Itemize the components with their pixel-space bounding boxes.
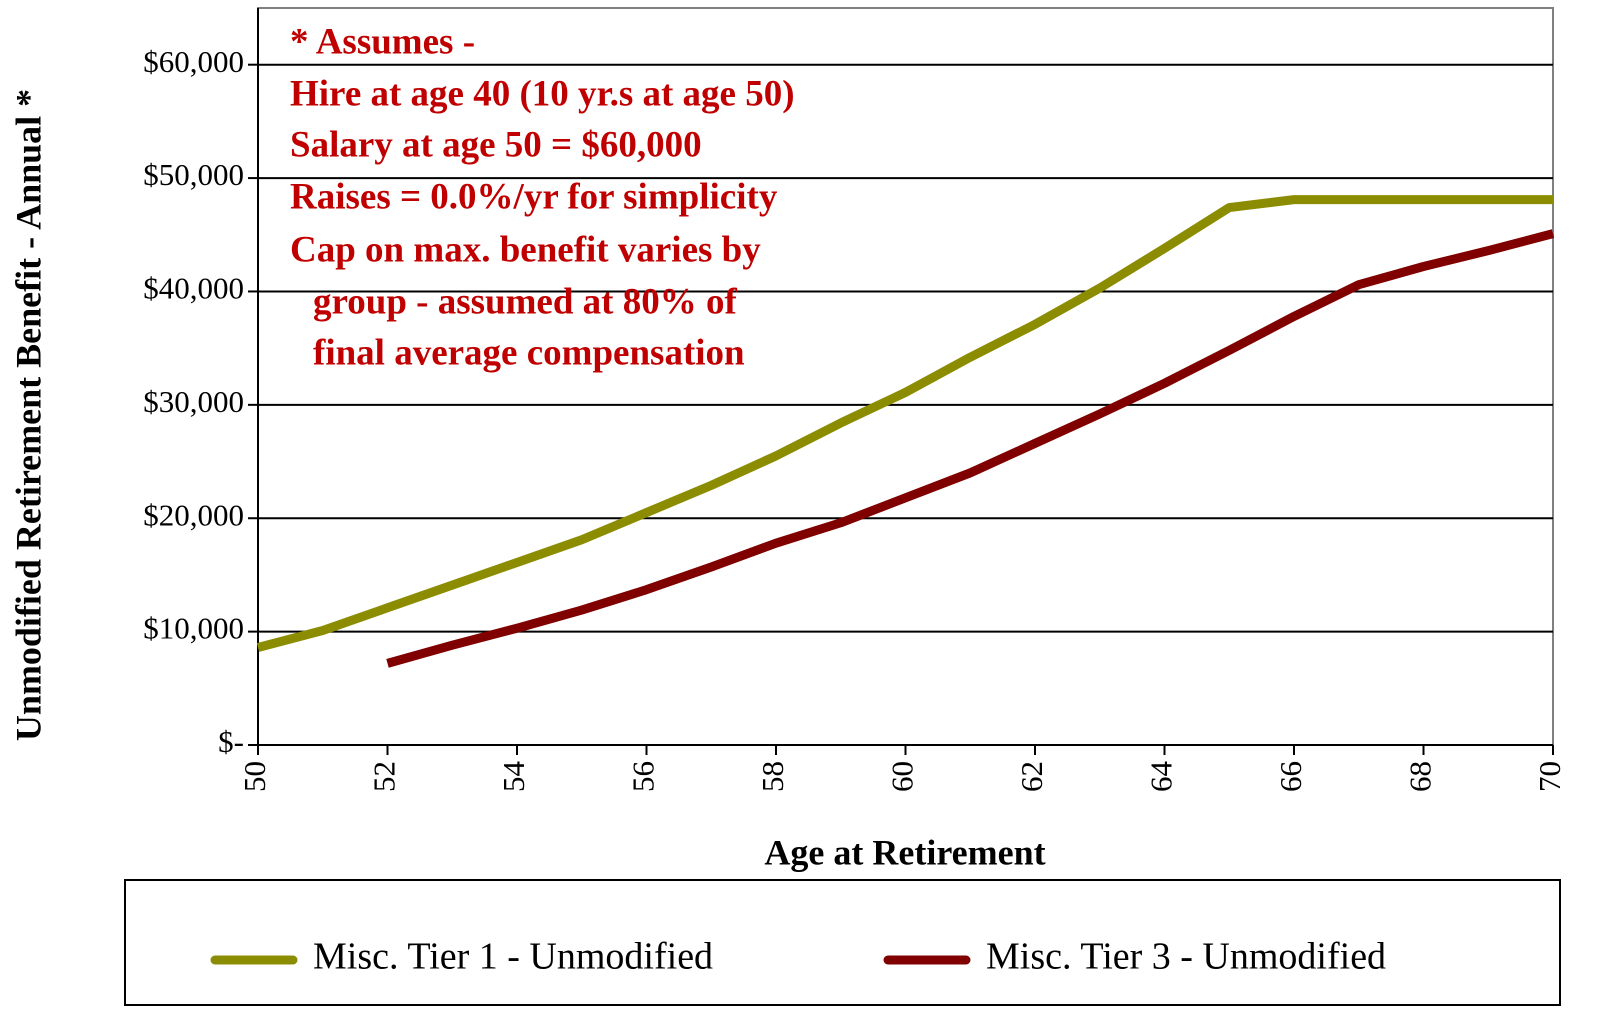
legend-box — [124, 879, 1561, 1006]
x-tick-label: 54 — [496, 761, 531, 793]
annotation: Salary at age 50 = $60,000 — [290, 124, 702, 165]
x-tick-label: 52 — [367, 761, 402, 792]
plot-area — [257, 7, 1554, 746]
y-tick-label: $30,000 — [143, 384, 244, 419]
x-tick-label: 58 — [755, 761, 790, 792]
y-tick-label: $50,000 — [143, 157, 244, 192]
x-axis-title: Age at Retirement — [764, 832, 1045, 872]
x-tick-label: 68 — [1403, 761, 1438, 792]
annotation: final average compensation — [313, 332, 745, 373]
x-tick-label: 70 — [1532, 761, 1567, 792]
y-tick-label: $10,000 — [143, 611, 244, 646]
legend-label: Misc. Tier 3 - Unmodified — [986, 936, 1386, 978]
x-tick-label: 56 — [626, 761, 661, 792]
y-tick-label: $60,000 — [143, 44, 244, 79]
x-tick-label: 62 — [1014, 761, 1049, 792]
annotation: Cap on max. benefit varies by — [290, 229, 761, 270]
annotation: * Assumes - — [290, 21, 475, 62]
legend-label: Misc. Tier 1 - Unmodified — [313, 936, 713, 978]
y-axis-title: Unmodified Retirement Benefit - Annual * — [8, 89, 48, 741]
annotation: Hire at age 40 (10 yr.s at age 50) — [290, 73, 795, 114]
annotation: Raises = 0.0%/yr for simplicity — [290, 176, 778, 217]
series-line — [256, 195, 1553, 652]
y-tick-label: $20,000 — [143, 497, 244, 532]
x-tick-label: 64 — [1144, 761, 1179, 793]
series-line — [386, 229, 1555, 668]
y-tick-label: $40,000 — [143, 271, 244, 306]
x-tick-label: 50 — [237, 761, 272, 792]
annotation: group - assumed at 80% of — [313, 281, 737, 322]
y-tick-label: $- — [218, 724, 244, 759]
x-tick-label: 60 — [885, 761, 920, 792]
x-tick-label: 66 — [1273, 761, 1308, 792]
